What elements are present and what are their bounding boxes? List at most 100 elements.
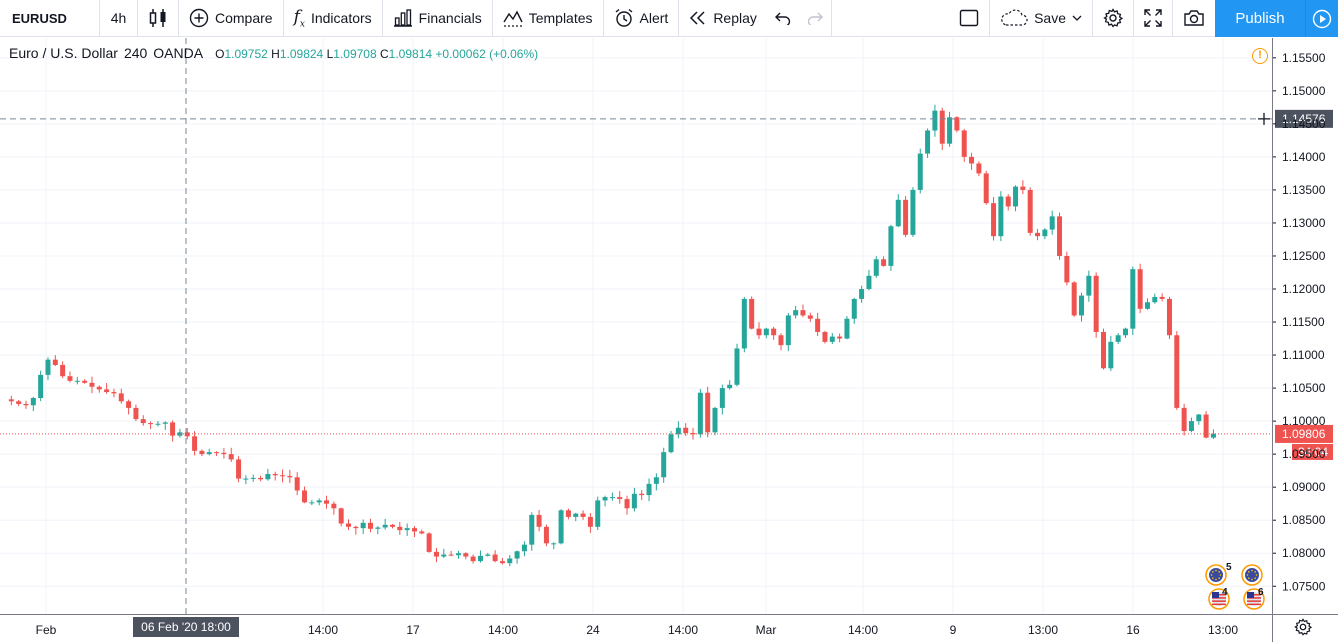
price-chart[interactable]: 1.14576 06 Feb '20 18:00 1.09806 34:04 5 4 6 1… [0,38,1338,642]
candle-body [653,477,659,484]
close-key: C [380,47,389,61]
redo-button[interactable] [799,0,832,37]
candle-body [873,259,879,276]
y-tick-label: 1.14500 [1282,117,1326,131]
y-tick-label: 1.09000 [1282,480,1326,494]
candle-body [763,328,769,336]
candle-body [800,310,806,316]
candle-body [991,203,997,237]
publish-button[interactable]: Publish [1215,0,1338,37]
candle-body [346,523,352,527]
symbol-search-button[interactable]: EURUSD [0,0,100,37]
candle-body [829,336,835,342]
templates-button[interactable]: Templates [493,0,604,37]
candle-body [433,551,439,557]
x-tick-label: 13:00 [1028,623,1058,637]
candle-body [316,500,322,503]
candle-body [74,380,80,382]
candle-body [214,452,220,454]
replay-button[interactable]: Replay [679,0,767,37]
candle-body [1188,421,1194,432]
candle-body [1108,341,1114,369]
x-tick-label: 14:00 [308,623,338,637]
candle-body [184,432,190,437]
candle-body [448,554,454,556]
candle-body [1027,189,1033,233]
interval-button[interactable]: 4h [100,0,138,37]
candle-body [111,392,117,394]
square-icon [959,9,979,27]
axis-settings-gear-icon[interactable] [1294,618,1313,639]
candle-body [1130,269,1136,329]
candle-body [8,399,14,402]
y-tick-label: 1.07500 [1282,579,1326,593]
publish-label: Publish [1235,10,1285,27]
candle-body [837,336,843,339]
candle-body [1159,296,1165,299]
compare-label: Compare [215,10,273,26]
candle-body [543,526,549,544]
high-value: 1.09824 [279,47,324,61]
candle-body [895,199,901,227]
function-icon: fx [293,6,305,30]
alert-button[interactable]: Alert [604,0,680,37]
us-event-icon [1243,588,1265,610]
play-circle-icon[interactable] [1305,0,1338,37]
close-value: 1.09814 [388,47,433,61]
rewind-icon [689,11,707,25]
candle-body [477,555,483,562]
candle-body [866,275,872,290]
candle-body [1210,433,1216,438]
candle-body [1101,331,1106,369]
candle-body [272,473,278,476]
event-count-badge: 6 [1258,587,1264,598]
y-tick-label: 1.10500 [1282,381,1326,395]
candle-body [719,388,725,408]
chart-style-button[interactable] [138,0,179,37]
candle-body [507,558,513,564]
y-tick-label: 1.12500 [1282,249,1326,263]
candle-body [617,497,623,500]
candle-body [67,376,73,381]
y-tick-label: 1.13000 [1282,216,1326,230]
plus-circle-icon [189,8,209,28]
open-value: 1.09752 [224,47,268,61]
indicators-button[interactable]: fx Indicators [284,0,383,37]
y-tick-label: 1.10000 [1282,414,1326,428]
candle-body [881,259,887,266]
candle-body [177,432,183,436]
undo-button[interactable] [767,0,799,37]
candle-body [969,156,975,164]
crosshair-time-label-bg [133,617,239,637]
candle-body [925,130,931,154]
settings-button[interactable] [1093,0,1134,37]
financials-button[interactable]: Financials [383,0,493,37]
candle-body [976,163,982,174]
warning-icon[interactable]: ! [1252,48,1268,64]
candle-body [338,508,344,524]
candle-body [1079,295,1085,316]
candle-body [983,173,989,204]
candle-body [859,289,865,299]
candle-body [1166,298,1172,336]
candle-body [1049,216,1055,230]
candle-body [331,503,337,509]
x-tick-label: 14:00 [848,623,878,637]
candle-body [360,522,366,529]
candle-body [565,510,571,517]
low-key: L [326,47,334,61]
candles-icon [149,8,167,28]
compare-button[interactable]: Compare [179,0,284,37]
fullscreen-select-button[interactable] [959,0,991,37]
candle-body [265,473,271,480]
candle-body [1203,414,1209,438]
candle-body [104,389,110,393]
candle-body [45,359,51,375]
cloud-icon [1000,9,1028,27]
candle-body [404,528,410,531]
snapshot-button[interactable] [1173,0,1215,37]
save-button[interactable]: Save [990,0,1093,37]
fullscreen-button[interactable] [1134,0,1173,37]
symbol-label: EURUSD [12,10,67,26]
candle-body [221,452,227,455]
